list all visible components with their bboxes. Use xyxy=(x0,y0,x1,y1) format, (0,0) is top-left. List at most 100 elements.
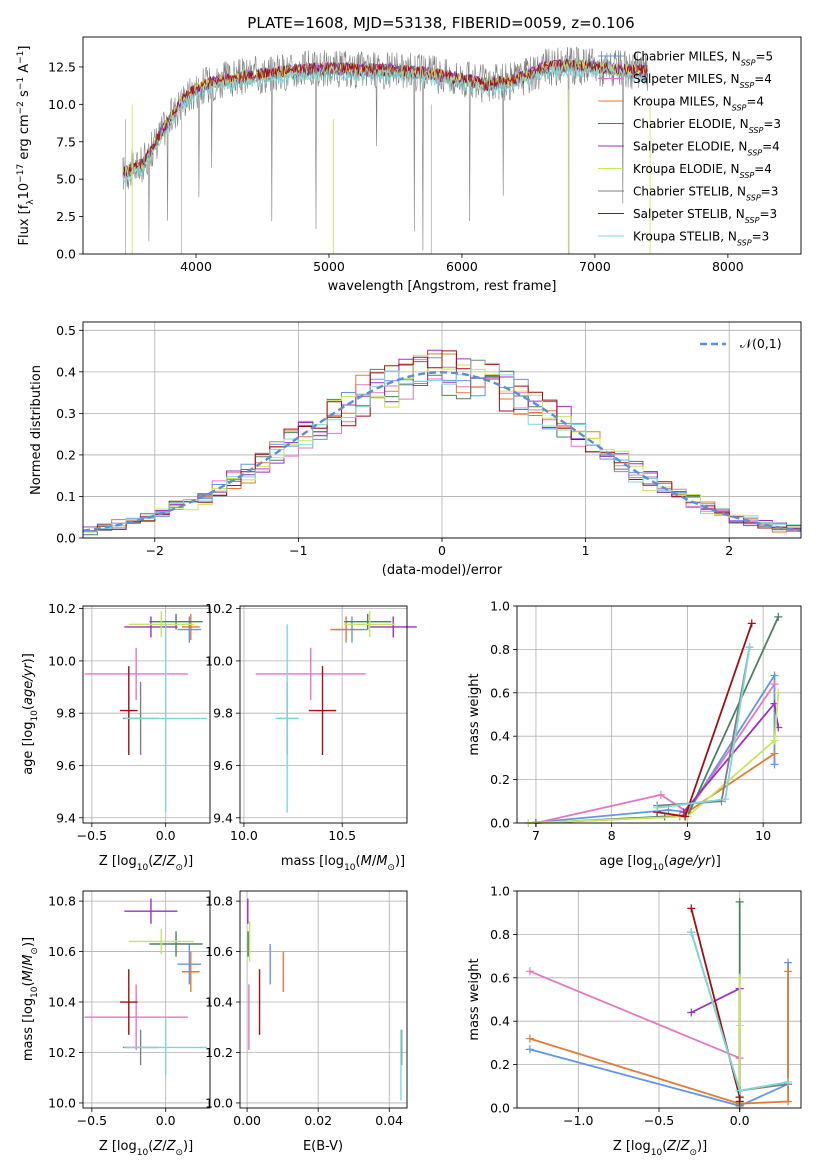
axes-frame xyxy=(82,890,211,1109)
label-part: )] xyxy=(711,854,721,869)
y-tick-label: 0.4 xyxy=(490,1014,510,1029)
y-tick-label: 0.1 xyxy=(56,489,76,504)
y-tick-label: 0.2 xyxy=(56,447,76,462)
axes-frame xyxy=(239,890,408,1109)
legend-label: Kroupa ELODIE, NSSP=4 xyxy=(633,162,772,180)
x-tick-label: 9 xyxy=(683,828,691,843)
label-part: ( xyxy=(148,854,153,869)
y-tick-label: 0.4 xyxy=(56,364,76,379)
x-tick-label: 0.00 xyxy=(233,1113,261,1128)
label-part: Z xyxy=(680,1139,691,1154)
legend-label: Kroupa STELIB, NSSP=3 xyxy=(633,230,769,248)
x-axis-label: age [log10(age/yr)] xyxy=(599,854,721,873)
label-part: Kroupa STELIB, N xyxy=(633,230,737,244)
y-tick-label: 10.2 xyxy=(205,1045,233,1060)
y-tick-label: 0.3 xyxy=(56,406,76,421)
y-tick-label: 10.2 xyxy=(48,1045,76,1060)
spectrum-model-line xyxy=(122,64,648,184)
label-part: Chabrier ELODIE, N xyxy=(633,117,749,131)
y-tick-label: 9.8 xyxy=(213,706,233,721)
label-part: Z xyxy=(166,1139,177,1154)
mass-weight-line xyxy=(528,672,776,824)
y-tick-label: 2.5 xyxy=(56,209,76,224)
y-tick-label: 0.8 xyxy=(490,642,510,657)
label-part: 10 xyxy=(17,183,32,200)
point-marker xyxy=(653,803,662,812)
y-tick-label: 0.0 xyxy=(56,531,76,546)
legend-label: Salpeter STELIB, NSSP=3 xyxy=(633,207,777,225)
label-part: Kroupa MILES, N xyxy=(633,95,732,109)
label-part: )] xyxy=(395,854,405,869)
y-tick-label: 10.0 xyxy=(48,653,76,668)
label-part: M xyxy=(361,854,372,869)
x-tick-label: 0.02 xyxy=(304,1113,332,1128)
y-tick-label: 10.0 xyxy=(205,1095,233,1110)
panel-2: 𝒩(0,1) −2 −1 0 1 2 0.0 0.1 0.2 0.3 0.4 0.5 (data-mod… xyxy=(29,321,802,578)
y-tick-label: 9.4 xyxy=(213,810,233,825)
axes-frame xyxy=(82,605,211,824)
point-marker xyxy=(770,760,779,769)
label-part: =3 xyxy=(761,185,779,199)
label-part: / xyxy=(372,854,377,869)
y-tick-label: 1.0 xyxy=(490,599,510,614)
label-part: Z [log xyxy=(99,1139,137,1154)
label-part: Salpeter ELODIE, N xyxy=(633,140,747,154)
y-axis-label: Normed distribution xyxy=(29,365,44,495)
point-marker xyxy=(747,619,756,628)
point-marker xyxy=(735,1086,744,1095)
x-tick-label: 5000 xyxy=(313,259,345,274)
label-part: =3 xyxy=(759,207,777,221)
label-part: SSP xyxy=(732,103,747,112)
label-part: −1 xyxy=(16,51,26,64)
y-tick-label: 9.8 xyxy=(56,706,76,721)
histogram-step-line xyxy=(83,359,801,533)
label-part: 10 xyxy=(30,986,40,998)
label-part: Salpeter STELIB, N xyxy=(633,207,745,221)
label-part: 10 xyxy=(651,1148,663,1158)
x-tick-label: 0 xyxy=(438,543,446,558)
y-tick-label: 10.0 xyxy=(205,653,233,668)
legend-label: Chabrier STELIB, NSSP=3 xyxy=(633,185,778,203)
label-part: =3 xyxy=(763,117,781,131)
point-marker xyxy=(721,795,730,804)
x-tick-label: 0.0 xyxy=(156,1113,176,1128)
x-tick-label: −1.0 xyxy=(563,1113,593,1128)
y-tick-label: 10.4 xyxy=(48,995,76,1010)
label-part: ( xyxy=(664,854,669,869)
plot-area: Flux [fλ10−17 erg cm−2 s−1 A−1]Chabrier … xyxy=(16,46,781,254)
mass-weight-line xyxy=(528,692,780,824)
y-tick-label: 10.2 xyxy=(48,601,76,616)
point-marker xyxy=(525,1045,534,1054)
figure-title: PLATE=1608, MJD=53138, FIBERID=0059, z=0… xyxy=(247,14,634,32)
y-tick-label: 10.6 xyxy=(205,944,233,959)
label-part: SSP xyxy=(745,216,760,225)
point-marker xyxy=(770,749,779,758)
label-part: Z [log xyxy=(613,1139,651,1154)
y-axis-label: mass weight xyxy=(467,958,482,1040)
x-tick-label: 10.0 xyxy=(230,828,258,843)
panel-7: E(B-V) 0.00 0.02 0.04 10.0 10.2 10.4 10.6 10.8 xyxy=(205,890,408,1154)
label-part: =4 xyxy=(746,95,764,109)
point-marker xyxy=(774,688,783,697)
y-tick-label: 0.4 xyxy=(490,729,510,744)
mass-weight-line xyxy=(529,971,789,1105)
label-part: 10 xyxy=(137,1148,149,1158)
x-tick-label: −0.5 xyxy=(77,828,107,843)
y-tick-label: 0.5 xyxy=(56,323,76,338)
y-tick-label: 0.2 xyxy=(490,772,510,787)
label-part: =4 xyxy=(762,140,780,154)
point-marker xyxy=(735,897,744,906)
label-part: ⊙ xyxy=(30,947,40,955)
point-marker xyxy=(735,1021,744,1030)
point-marker xyxy=(784,967,793,976)
x-tick-label: 2 xyxy=(725,543,733,558)
y-tick-label: 10.4 xyxy=(205,995,233,1010)
y-tick-label: 9.4 xyxy=(56,810,76,825)
x-tick-label: 7000 xyxy=(579,259,611,274)
axes-frame xyxy=(239,605,408,824)
label-part: Chabrier MILES, N xyxy=(633,50,741,64)
label-part: age/yr xyxy=(669,854,712,869)
label-part: A xyxy=(17,64,32,77)
label-part: ( xyxy=(21,981,36,986)
